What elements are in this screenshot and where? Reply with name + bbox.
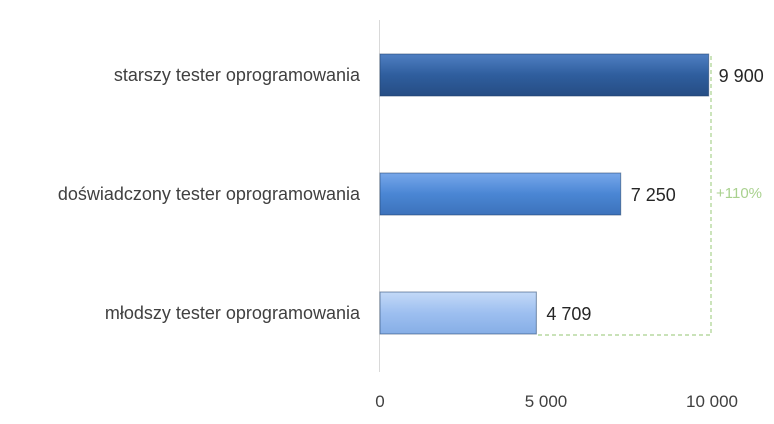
increase-bracket bbox=[536, 56, 712, 336]
bar bbox=[379, 291, 537, 335]
value-label: 9 900 bbox=[719, 66, 764, 86]
value-label: 4 709 bbox=[546, 304, 591, 324]
bar bbox=[379, 172, 622, 216]
x-tick-label: 0 bbox=[375, 392, 384, 411]
x-tick-label: 5 000 bbox=[525, 392, 568, 411]
category-label: młodszy tester oprogramowania bbox=[105, 303, 361, 323]
x-tick-label: 10 000 bbox=[686, 392, 738, 411]
increase-annotation: +110% bbox=[716, 185, 762, 202]
category-label: doświadczony tester oprogramowania bbox=[58, 184, 361, 204]
category-label: starszy tester oprogramowania bbox=[114, 65, 361, 85]
bar bbox=[379, 53, 710, 97]
value-label: 7 250 bbox=[631, 185, 676, 205]
